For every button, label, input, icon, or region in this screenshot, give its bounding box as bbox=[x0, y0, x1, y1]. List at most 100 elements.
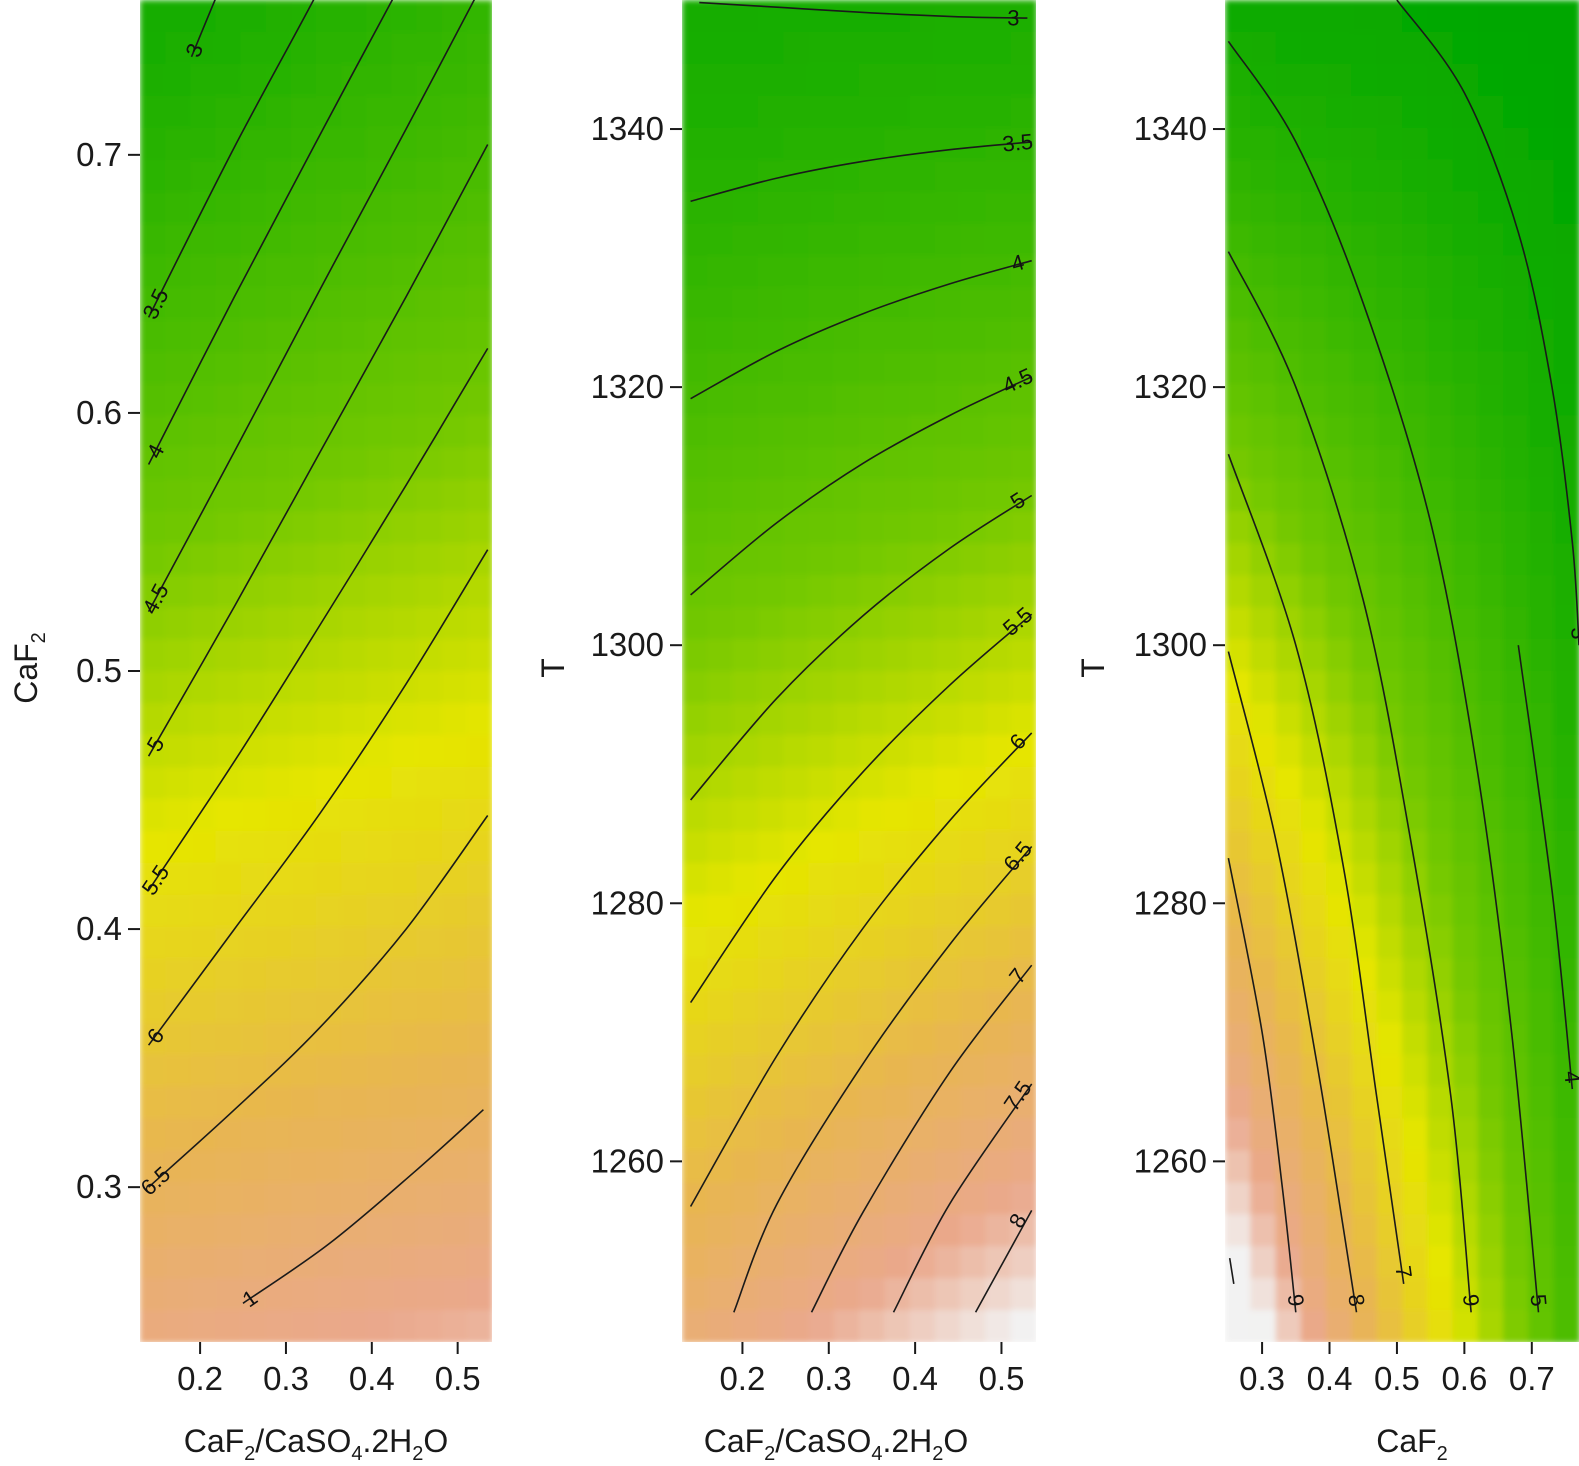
heat-cell bbox=[1452, 798, 1479, 832]
heat-cell bbox=[1326, 159, 1353, 193]
heat-cell bbox=[240, 766, 267, 800]
heat-cell bbox=[1477, 703, 1505, 736]
panel-3-y-axis-title: T bbox=[1075, 658, 1111, 678]
heat-cell bbox=[682, 511, 709, 545]
heat-cell bbox=[1553, 95, 1579, 129]
heat-cell bbox=[985, 383, 1012, 417]
y-tick-label: 1320 bbox=[591, 368, 664, 405]
heat-cell bbox=[466, 575, 492, 609]
heat-cell bbox=[1528, 703, 1555, 736]
heat-cell bbox=[909, 32, 936, 65]
x-tick-label: 0.5 bbox=[1374, 1360, 1420, 1397]
heat-cell bbox=[1010, 1246, 1036, 1280]
heat-cell bbox=[1503, 511, 1530, 545]
heat-cell bbox=[316, 575, 343, 609]
heat-cell bbox=[1010, 191, 1036, 225]
heat-cell bbox=[985, 926, 1012, 960]
heat-cell bbox=[783, 319, 810, 353]
heat-cell bbox=[1351, 1150, 1378, 1184]
heat-cell bbox=[1326, 862, 1353, 896]
heat-cell bbox=[1528, 575, 1555, 609]
heat-cell bbox=[341, 1246, 368, 1280]
heat-cell bbox=[1300, 1150, 1328, 1184]
heat-cell bbox=[682, 894, 709, 928]
heat-cell bbox=[366, 1022, 393, 1056]
heat-cell bbox=[290, 639, 317, 672]
heat-cell bbox=[757, 575, 785, 609]
heat-cell bbox=[1225, 383, 1252, 417]
heat-cell bbox=[341, 223, 368, 257]
heat-cell bbox=[1427, 862, 1454, 896]
heat-cell bbox=[1225, 159, 1252, 193]
heat-cell bbox=[1402, 159, 1429, 193]
heat-cell bbox=[1326, 990, 1353, 1024]
heat-cell bbox=[1452, 95, 1479, 129]
heat-cell bbox=[934, 1182, 962, 1216]
heat-cell bbox=[1250, 191, 1277, 225]
heat-cell bbox=[140, 734, 167, 768]
heat-cell bbox=[316, 0, 343, 33]
heat-cell bbox=[985, 1310, 1012, 1342]
heat-cell bbox=[416, 894, 443, 928]
heat-cell bbox=[341, 351, 368, 385]
heat-cell bbox=[985, 703, 1012, 736]
heat-cell bbox=[215, 127, 242, 161]
heat-cell bbox=[1250, 511, 1277, 545]
heat-cell bbox=[441, 543, 468, 577]
heat-cell bbox=[1427, 798, 1454, 832]
heat-cell bbox=[416, 287, 443, 321]
heat-cell bbox=[833, 415, 860, 449]
heat-cell bbox=[190, 223, 217, 257]
heat-cell bbox=[1250, 1278, 1277, 1312]
heat-cell bbox=[960, 415, 987, 449]
contour-line bbox=[690, 376, 1033, 596]
heat-cell bbox=[985, 159, 1012, 193]
heat-cell bbox=[316, 958, 343, 992]
heat-cell bbox=[757, 798, 785, 832]
heat-cell bbox=[391, 63, 418, 97]
heat-cell bbox=[1225, 127, 1252, 161]
heat-cell bbox=[215, 1022, 242, 1056]
heat-cell bbox=[1503, 415, 1530, 449]
panel-2: 33.544.555.566.577.58 0.2 0.3 0.4 0.5 12601… bbox=[535, 0, 1037, 1465]
heat-cell bbox=[934, 958, 962, 992]
heat-cell bbox=[732, 703, 759, 736]
heat-cell bbox=[1452, 1054, 1479, 1088]
heat-cell bbox=[707, 543, 734, 577]
heat-cell bbox=[1503, 607, 1530, 641]
heat-cell bbox=[366, 543, 393, 577]
heat-cell bbox=[165, 32, 192, 65]
heat-cell bbox=[808, 255, 835, 289]
contour-line bbox=[147, 347, 489, 891]
heat-cell bbox=[884, 0, 911, 33]
heat-cell bbox=[732, 575, 759, 609]
heat-cell bbox=[1402, 830, 1429, 864]
heat-cell bbox=[165, 351, 192, 385]
heat-cell bbox=[934, 1278, 962, 1312]
heat-cell bbox=[290, 1054, 317, 1088]
heat-cell bbox=[783, 223, 810, 257]
heat-cell bbox=[859, 1182, 886, 1216]
heat-cell bbox=[290, 1150, 317, 1184]
heat-cell bbox=[190, 255, 217, 289]
heat-cell bbox=[391, 95, 418, 129]
heat-cell bbox=[265, 734, 292, 768]
heat-cell bbox=[466, 511, 492, 545]
heat-cell bbox=[1376, 703, 1403, 736]
heat-cell bbox=[808, 766, 835, 800]
heat-cell bbox=[215, 1246, 242, 1280]
x-tick-label: 0.3 bbox=[806, 1360, 852, 1397]
heat-cell bbox=[466, 479, 492, 513]
heat-cell bbox=[1275, 671, 1302, 704]
heat-cell bbox=[1452, 383, 1479, 417]
heat-cell bbox=[1477, 351, 1505, 385]
heat-cell bbox=[732, 95, 759, 129]
heat-cell bbox=[707, 447, 734, 481]
heat-cell bbox=[1503, 383, 1530, 417]
heat-cell bbox=[682, 95, 709, 129]
heat-cell bbox=[1452, 830, 1479, 864]
heat-cell bbox=[341, 1182, 368, 1216]
heat-cell bbox=[1402, 351, 1429, 385]
heat-cell bbox=[960, 1086, 987, 1120]
heat-cell bbox=[366, 127, 393, 161]
